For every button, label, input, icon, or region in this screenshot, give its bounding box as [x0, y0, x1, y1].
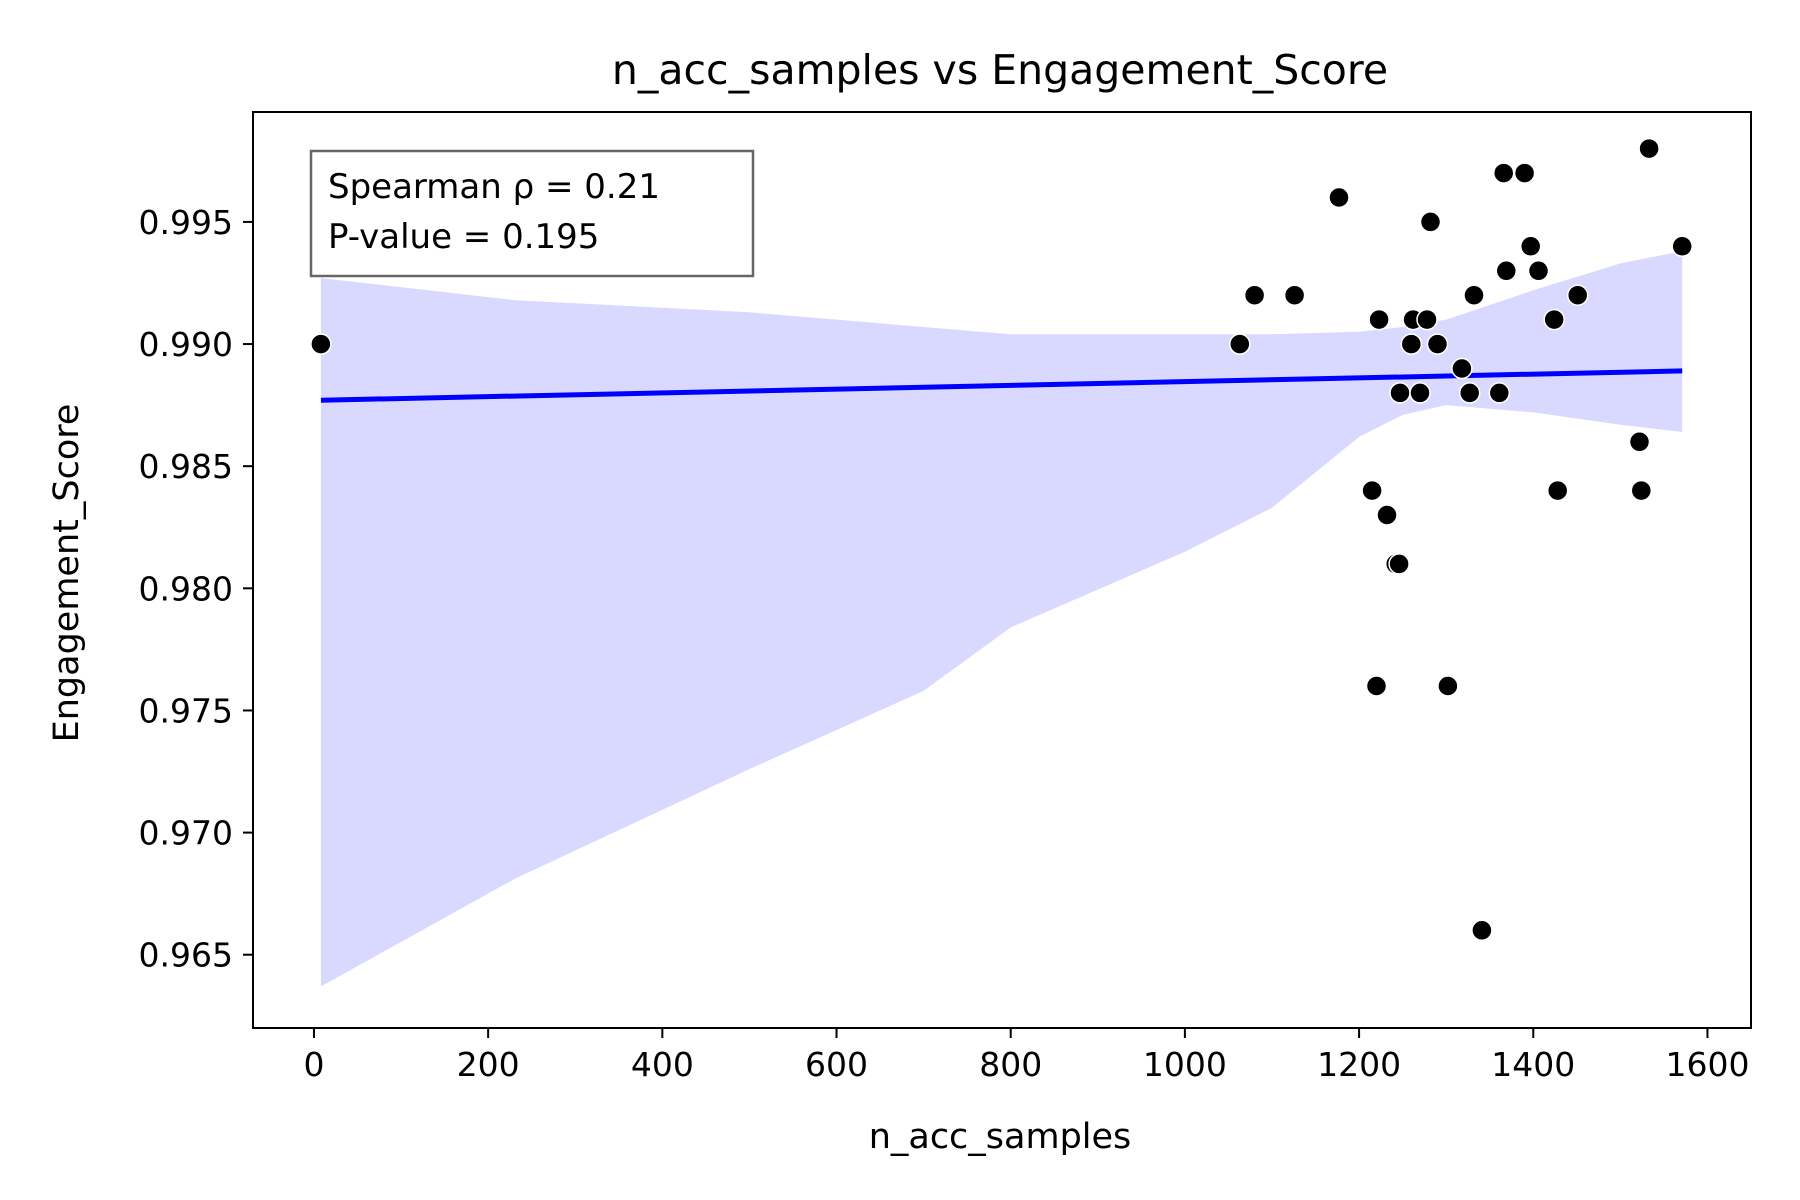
- data-point-23: [1471, 919, 1493, 942]
- data-point-18: [1426, 333, 1449, 355]
- y-tick-label-1: 0.970: [139, 814, 233, 853]
- x-tick-label-800: 800: [979, 1045, 1042, 1084]
- data-point-27: [1513, 162, 1536, 184]
- data-point-2: [1229, 333, 1251, 355]
- data-point-33: [1628, 431, 1651, 453]
- data-point-5: [1328, 186, 1350, 209]
- data-point-17: [1419, 211, 1442, 233]
- data-point-13: [1400, 333, 1423, 355]
- y-tick-label-3: 0.980: [139, 569, 233, 608]
- plot-area: [310, 137, 1693, 987]
- confidence-band: [320, 251, 1683, 987]
- x-axis-label: n_acc_samples: [869, 1117, 1132, 1157]
- stats-annotation: Spearman ρ = 0.21 P-value = 0.195: [309, 149, 755, 278]
- x-tick-label-1400: 1400: [1491, 1045, 1575, 1084]
- data-point-16: [1416, 308, 1438, 331]
- x-tick-label-1600: 1600: [1665, 1045, 1749, 1084]
- spearman-text: Spearman ρ = 0.21: [328, 167, 660, 207]
- data-point-1: [310, 333, 332, 355]
- data-point-8: [1368, 308, 1390, 331]
- data-point-34: [1630, 479, 1653, 502]
- data-point-22: [1463, 284, 1485, 306]
- data-point-28: [1519, 235, 1542, 258]
- data-point-7: [1365, 675, 1388, 697]
- y-tick-label-4: 0.985: [139, 447, 233, 486]
- data-point-6: [1361, 479, 1383, 502]
- data-point-24: [1488, 382, 1511, 404]
- data-point-25: [1492, 162, 1515, 184]
- axes: 0 200 400 600 800 1000 1200 1400 1600 0.965 0.970 0…: [139, 111, 1752, 1084]
- data-point-21: [1458, 382, 1481, 404]
- data-point-4: [1283, 284, 1306, 306]
- data-point-3: [1243, 284, 1266, 306]
- y-tick-label-0: 0.965: [139, 936, 233, 975]
- p-value-text: P-value = 0.195: [328, 217, 599, 257]
- stats-box: [309, 149, 755, 278]
- x-tick-label-600: 600: [805, 1045, 868, 1084]
- chart-title: n_acc_samples vs Engagement_Score: [612, 46, 1388, 94]
- x-tick-label-1200: 1200: [1317, 1045, 1401, 1084]
- data-point-9: [1376, 504, 1398, 526]
- x-tick-label-200: 200: [457, 1045, 520, 1084]
- data-point-36: [1671, 235, 1693, 258]
- data-point-35: [1638, 137, 1660, 160]
- data-point-30: [1543, 308, 1565, 331]
- data-point-15: [1409, 382, 1431, 404]
- plot-frame: [252, 111, 1752, 1029]
- data-point-11: [1388, 553, 1410, 575]
- data-point-20: [1451, 357, 1473, 380]
- x-tick-label-400: 400: [631, 1045, 694, 1084]
- y-tick-label-2: 0.975: [139, 691, 233, 730]
- data-point-29: [1527, 260, 1550, 282]
- data-point-19: [1437, 675, 1459, 697]
- x-tick-label-0: 0: [303, 1045, 324, 1084]
- y-tick-label-6: 0.995: [139, 203, 233, 242]
- data-point-12: [1389, 382, 1411, 404]
- data-point-31: [1546, 479, 1569, 502]
- data-point-26: [1495, 260, 1518, 282]
- data-point-32: [1566, 284, 1589, 306]
- x-tick-label-1000: 1000: [1143, 1045, 1227, 1084]
- y-tick-label-5: 0.990: [139, 325, 233, 364]
- y-axis-label: Engagement_Score: [47, 404, 87, 743]
